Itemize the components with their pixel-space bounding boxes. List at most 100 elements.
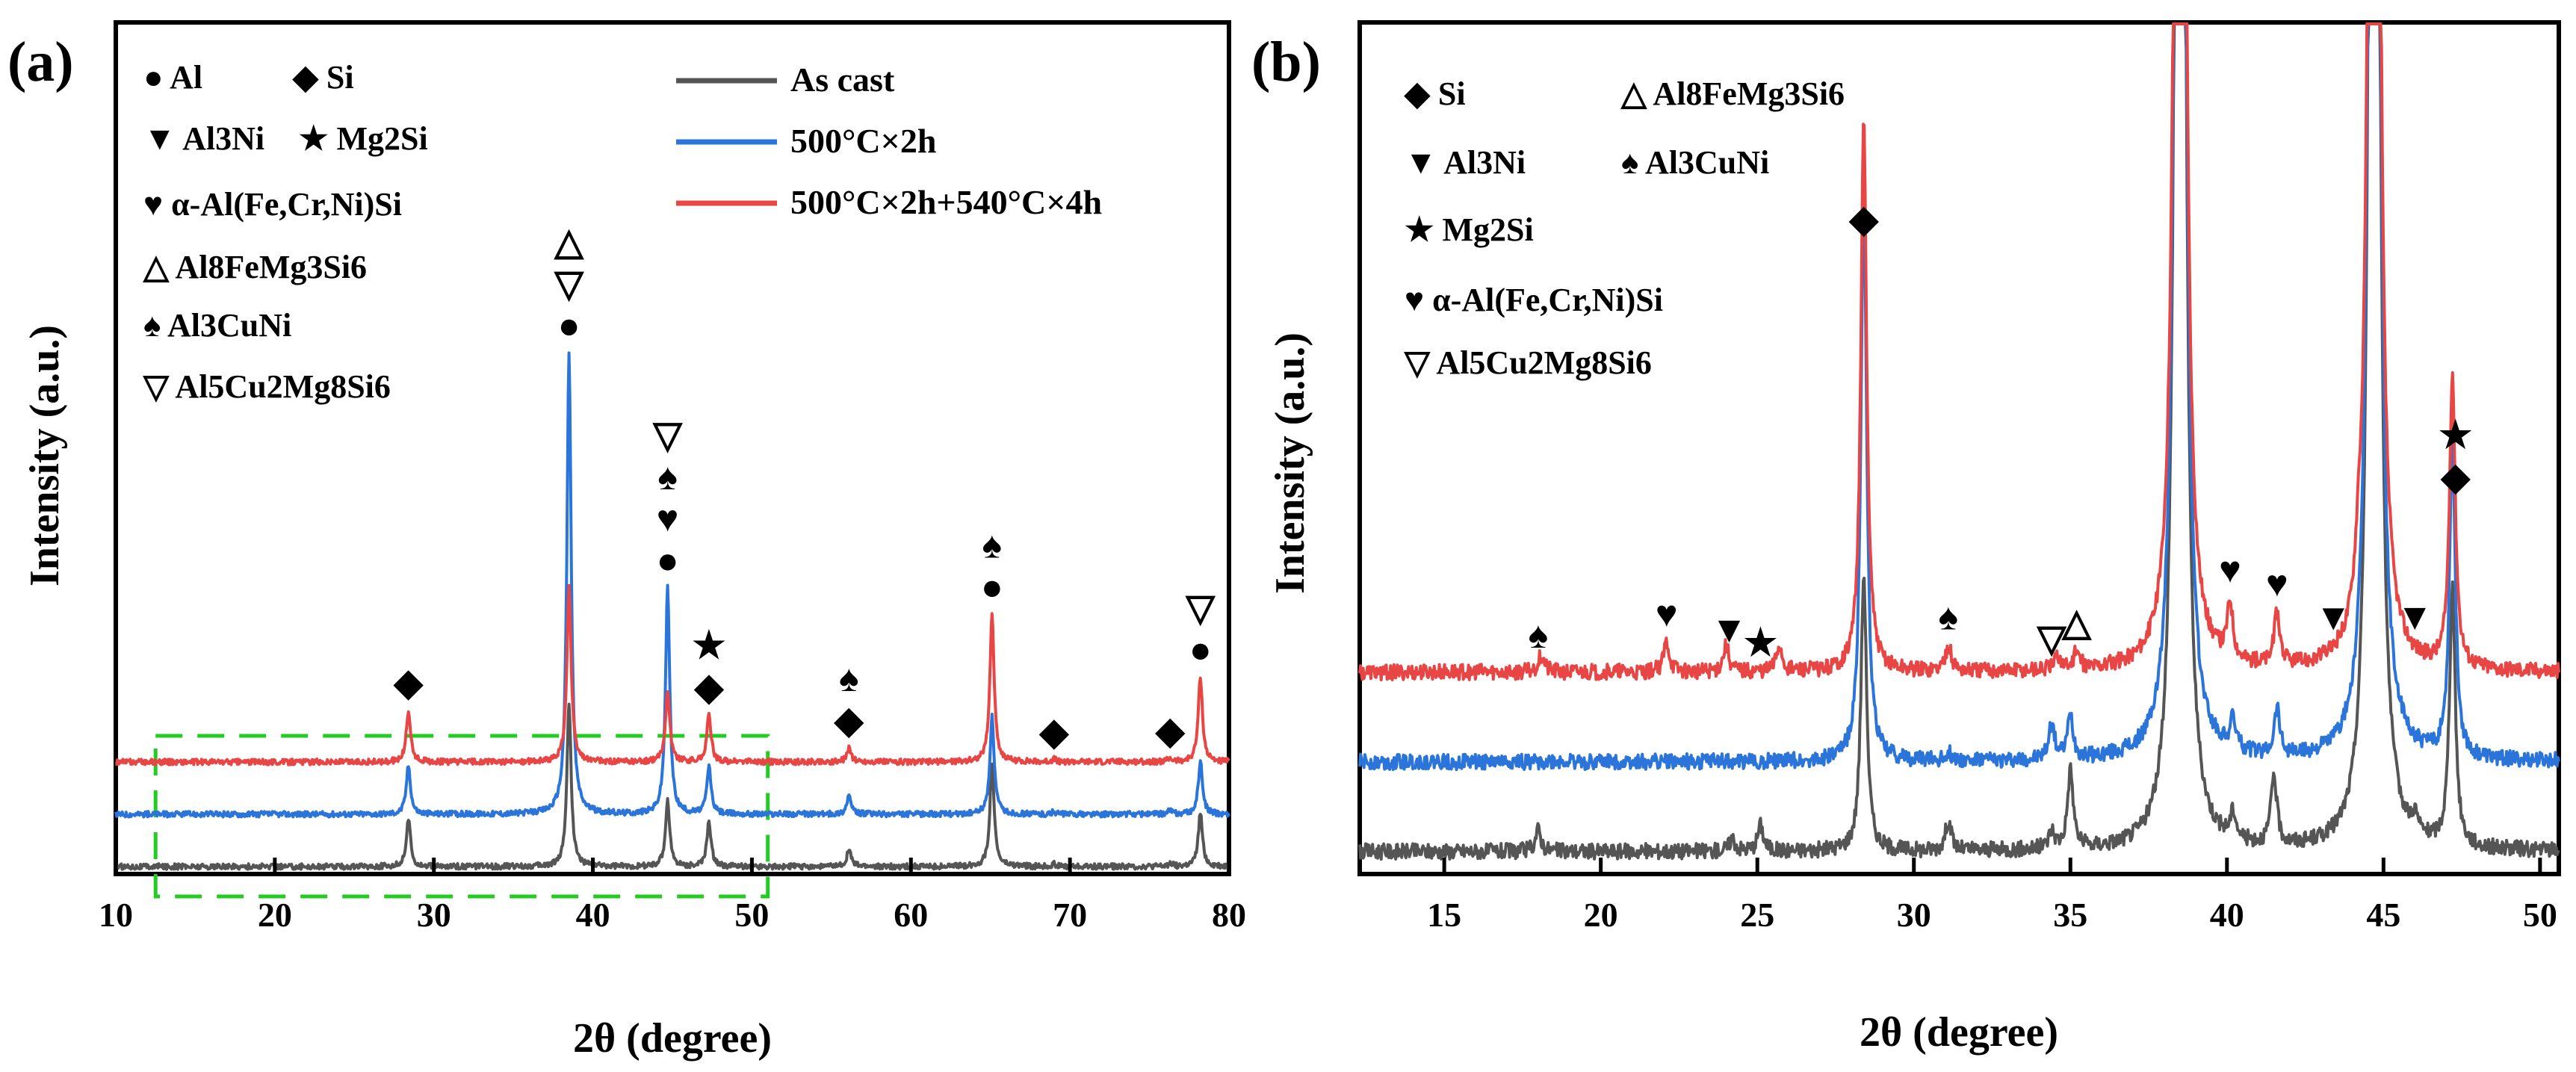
svg-text:◆ Si: ◆ Si	[1404, 75, 1466, 112]
peak-marker: ▼	[1711, 609, 1748, 651]
peak-marker: ◆	[1039, 710, 1070, 752]
legend-symbol: ▼	[1405, 144, 1437, 181]
x-tick-label: 30	[1897, 896, 1931, 934]
x-tick-label: 50	[2523, 896, 2557, 934]
peak-marker: ♥	[657, 498, 679, 539]
svg-text:▼ Al3Ni: ▼ Al3Ni	[143, 120, 264, 157]
svg-text:★ Mg2Si: ★ Mg2Si	[1405, 211, 1534, 248]
legend-label: Mg2Si	[336, 120, 427, 157]
legend-label: Al3CuNi	[167, 307, 291, 344]
panel-a-phase-legend: ● Al ◆ Si ▼ Al3Ni ★ Mg2Si ♥ α-Al(Fe,Cr,N…	[143, 59, 428, 405]
peak-marker: ●	[558, 304, 580, 346]
legend-symbol: ♥	[1405, 282, 1424, 318]
peak-marker: ◆	[694, 666, 725, 708]
peak-marker: ◆	[2440, 456, 2471, 498]
series-line-0	[1358, 22, 2560, 861]
series-line-1	[1358, 22, 2560, 772]
legend-label: Al5Cu2Mg8Si6	[175, 368, 390, 405]
series-line-2	[1358, 22, 2560, 682]
peak-marker: ♠	[839, 657, 859, 699]
svg-text:▽ Al5Cu2Mg8Si6: ▽ Al5Cu2Mg8Si6	[1404, 344, 1652, 381]
panel-b: (b) ♠♥ ▼★◆♠▽△♥ ♥▼ ▼◆★ 15 20 25 30 35 40 45 50 2θ (…	[1251, 20, 2561, 1056]
legend-label-500c-2h-540c-4h: 500°C×2h+540°C×4h	[790, 183, 1102, 221]
peak-marker: ★	[2439, 414, 2472, 456]
peak-marker: ◆	[834, 699, 864, 741]
peak-marker: ▼	[2315, 596, 2353, 638]
legend-label: α-Al(Fe,Cr,Ni)Si	[171, 186, 402, 223]
legend-label: Al3CuNi	[1645, 144, 1769, 181]
peak-marker: ♠	[1529, 614, 1549, 656]
x-tick-label: 40	[576, 896, 610, 934]
legend-symbol: ▽	[1404, 344, 1431, 381]
svg-text:△ Al8FeMg3Si6: △ Al8FeMg3Si6	[1620, 75, 1845, 112]
svg-text:★ Mg2Si: ★ Mg2Si	[299, 120, 428, 157]
legend-label: α-Al(Fe,Cr,Ni)Si	[1432, 282, 1663, 318]
svg-text:♥ α-Al(Fe,Cr,Ni)Si: ♥ α-Al(Fe,Cr,Ni)Si	[1405, 282, 1663, 318]
legend-symbol: ★	[1405, 211, 1434, 248]
x-tick-label: 15	[1427, 896, 1461, 934]
panel-a-frame	[114, 20, 1231, 876]
peak-marker: ●	[1189, 629, 1212, 671]
x-tick-label: 25	[1740, 896, 1774, 934]
svg-text:△ Al8FeMg3Si6: △ Al8FeMg3Si6	[143, 249, 367, 285]
legend-symbol: △	[143, 249, 170, 285]
x-tick-label: 45	[2366, 896, 2400, 934]
peak-marker: ◆	[1848, 198, 1879, 240]
peak-marker: ♥	[2219, 549, 2241, 591]
peak-marker: ▽	[1184, 587, 1216, 629]
legend-symbol: ◆	[1404, 75, 1431, 112]
peak-marker: ♥	[2266, 563, 2288, 604]
svg-text:● Al: ● Al	[143, 59, 202, 96]
legend-symbol: ●	[143, 59, 164, 96]
x-tick-label: 30	[417, 896, 451, 934]
svg-text:▼ Al3Ni: ▼ Al3Ni	[1405, 144, 1526, 181]
legend-symbol: △	[1620, 75, 1647, 112]
panel-a: (a) ◆●▽△●♥♠▽◆★◆♠●♠◆ ◆●▽ 10 20 30 40 50 60 70 80 …	[7, 20, 1246, 1062]
peak-marker: ▽	[2036, 617, 2067, 659]
legend-label: Si	[1438, 75, 1466, 112]
peak-marker: ♠	[657, 456, 678, 498]
series-line-2	[115, 583, 1230, 766]
peak-marker: ▼	[2396, 595, 2433, 637]
panel-a-series-legend: As cast 500°C×2h 500°C×2h+540°C×4h	[676, 61, 1102, 221]
peak-marker: △	[553, 220, 584, 262]
legend-label: Mg2Si	[1442, 211, 1533, 248]
legend-label: Al5Cu2Mg8Si6	[1436, 344, 1651, 381]
x-tick-label: 20	[258, 896, 292, 934]
legend-symbol: ♥	[143, 186, 163, 223]
peak-marker: ★	[1744, 622, 1777, 663]
panel-b-phase-legend: ◆ Si △ Al8FeMg3Si6 ▼ Al3Ni ♠ Al3CuNi ★ M…	[1404, 75, 1845, 381]
series-line-0	[114, 702, 1230, 871]
x-tick-label: 70	[1053, 896, 1087, 934]
svg-text:♠ Al3CuNi: ♠ Al3CuNi	[1621, 144, 1769, 181]
x-tick-label: 10	[99, 896, 133, 934]
legend-symbol: ♠	[1621, 144, 1638, 181]
panel-a-xlabel: 2θ (degree)	[573, 1015, 772, 1062]
legend-symbol: ▽	[143, 368, 170, 405]
svg-text:▽ Al5Cu2Mg8Si6: ▽ Al5Cu2Mg8Si6	[143, 368, 391, 405]
legend-label: Al3Ni	[182, 120, 264, 157]
x-tick-label: 35	[2053, 896, 2087, 934]
series-line-1	[114, 351, 1230, 819]
peak-marker: ●	[657, 539, 679, 581]
peak-marker: △	[2061, 601, 2092, 643]
peak-marker: ★	[693, 625, 726, 666]
peak-marker: ♥	[1656, 593, 1678, 635]
legend-label: Al3Ni	[1443, 144, 1526, 181]
peak-marker: ♠	[982, 524, 1003, 566]
legend-label-500c-2h: 500°C×2h	[790, 122, 936, 160]
peak-marker: ●	[981, 566, 1003, 608]
x-tick-label: 60	[894, 896, 928, 934]
svg-text:♠ Al3CuNi: ♠ Al3CuNi	[143, 307, 291, 344]
peak-marker: ♠	[1939, 596, 1959, 638]
x-tick-label: 20	[1584, 896, 1618, 934]
panel-b-label: (b)	[1251, 31, 1321, 93]
legend-symbol: ▼	[143, 120, 176, 157]
x-tick-label: 80	[1212, 896, 1246, 934]
legend-label: Al8FeMg3Si6	[175, 249, 367, 285]
panel-b-xlabel: 2θ (degree)	[1860, 1009, 2058, 1056]
legend-symbol: ♠	[143, 307, 161, 344]
legend-label-as-cast: As cast	[790, 61, 895, 99]
legend-symbol: ★	[299, 120, 328, 157]
legend-symbol: ◆	[292, 59, 319, 96]
